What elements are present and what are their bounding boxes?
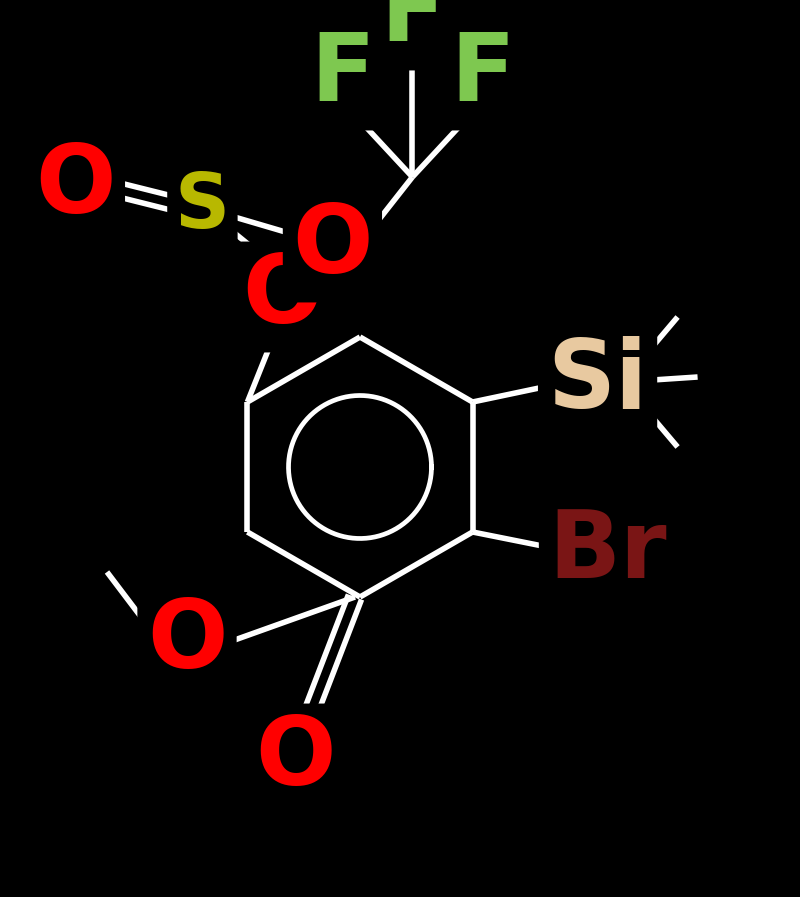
Text: F: F <box>310 29 374 121</box>
Text: O: O <box>242 251 322 343</box>
Text: Si: Si <box>547 336 648 428</box>
Text: Br: Br <box>548 506 667 598</box>
Text: F: F <box>450 29 514 121</box>
Text: O: O <box>35 141 116 233</box>
Text: S: S <box>175 170 230 244</box>
Text: O: O <box>255 713 335 805</box>
Text: F: F <box>380 0 445 61</box>
Text: O: O <box>292 201 373 293</box>
Text: O: O <box>147 596 227 688</box>
